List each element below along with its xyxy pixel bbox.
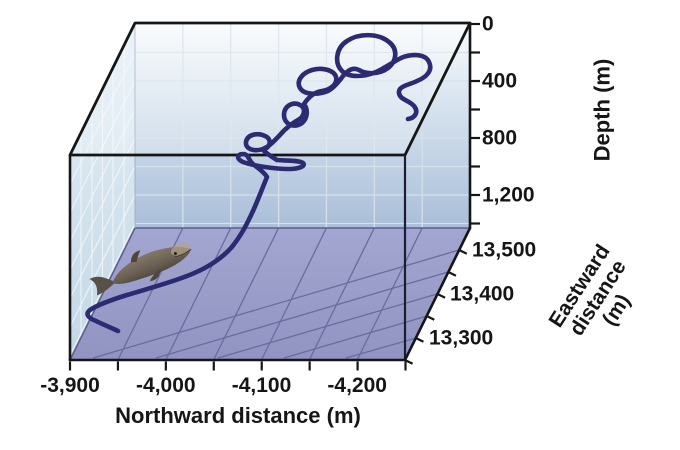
grid-line	[70, 194, 135, 328]
northward-tick-label: -4,000	[136, 374, 196, 397]
grid-line	[92, 249, 460, 359]
whale-pectoral-fin	[149, 268, 161, 282]
grid-line	[70, 80, 135, 214]
eastward-tick-label: 13,300	[429, 327, 493, 350]
grid-line	[437, 293, 446, 299]
grid-line	[165, 228, 232, 360]
grid-line	[70, 52, 135, 185]
depth-axis-title: Depth (m)	[590, 59, 615, 162]
depth-tick-label: 1,200	[482, 184, 535, 207]
whale-mouth	[174, 248, 192, 258]
grid-line	[155, 271, 449, 359]
grid-line	[426, 315, 435, 321]
eastward-axis-title: Eastward distance (m)	[544, 241, 635, 340]
whale-eye	[173, 251, 177, 256]
grid-line	[260, 228, 328, 360]
depth-tick-label: 800	[482, 127, 517, 150]
grid-line	[458, 249, 468, 255]
grid-line	[70, 166, 135, 299]
depth-tick-label: 0	[482, 13, 494, 36]
whale-fluke	[89, 276, 115, 296]
whale-body	[112, 247, 192, 284]
depth-tick-label: 400	[482, 70, 517, 93]
grid-line	[70, 109, 135, 242]
axis-ticks	[68, 22, 480, 371]
left-wall-grid	[70, 45, 135, 356]
surface-face	[68, 21, 472, 157]
grid-line	[404, 359, 414, 365]
northward-tick-label: -3,900	[40, 374, 100, 397]
grid-line	[447, 271, 457, 277]
eastward-tick-label: 13,400	[450, 283, 514, 306]
grid-line	[70, 137, 135, 271]
grid-line	[283, 315, 428, 359]
whale-image	[89, 242, 192, 296]
floor-left-edge	[69, 227, 136, 361]
grid-line	[308, 228, 375, 360]
eastward-tick-label: 13,500	[472, 239, 536, 262]
northward-tick-label: -4,100	[232, 374, 292, 397]
grid-line	[415, 337, 424, 343]
grid-line	[217, 293, 438, 359]
grid-line	[356, 228, 423, 360]
dive-track-path	[85, 32, 433, 334]
northward-axis-title: Northward distance (m)	[115, 403, 361, 428]
northward-tick-label: -4,200	[327, 374, 387, 397]
whale-dorsal-fin	[130, 250, 141, 263]
